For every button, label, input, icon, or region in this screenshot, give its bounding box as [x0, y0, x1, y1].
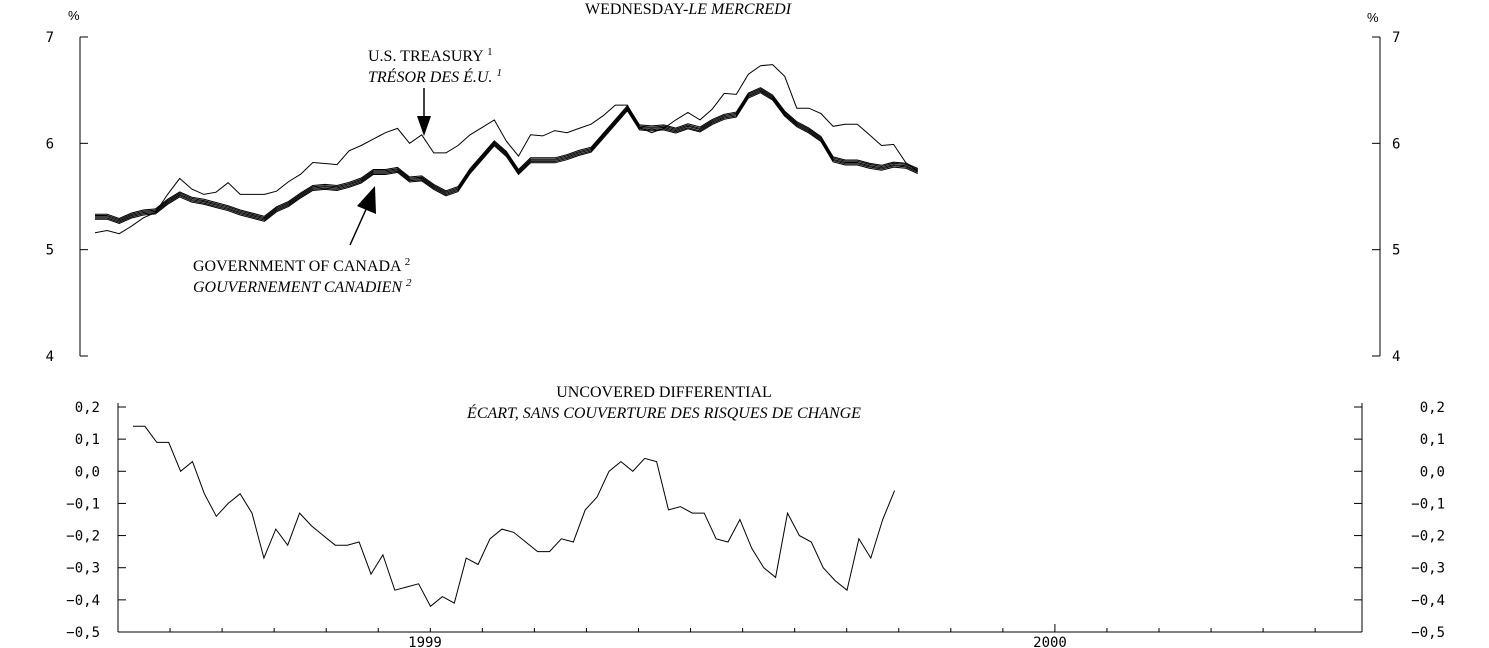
top-y-ticks: 7 7 6 6 5 5 4 4 — [46, 30, 1401, 365]
canada-label: GOVERNMENT OF CANADA 2 — [193, 256, 410, 275]
x-tick-2000: 2000 — [1033, 635, 1067, 648]
bottom-right-tick-label: 0,0 — [1420, 464, 1445, 480]
top-right-tick-label: 5 — [1392, 243, 1400, 259]
differential-panel: UNCOVERED DIFFERENTIAL ÉCART, SANS COUVE… — [66, 384, 1445, 648]
canada-series-line — [95, 93, 918, 224]
differential-series-line — [133, 426, 895, 606]
yields-panel: WEDNESDAY-LE MERCREDI % % 7 7 6 6 5 5 4 4 U.S. … — [46, 1, 1401, 365]
x-tick-1999: 1999 — [408, 635, 442, 648]
top-left-tick-label: 6 — [46, 136, 54, 152]
bottom-left-tick-label: −0,2 — [66, 529, 100, 545]
canada-label-fr: GOUVERNEMENT CANADIEN 2 — [193, 277, 412, 296]
bottom-left-tick-label: 0,1 — [75, 432, 100, 448]
bottom-chart-title: UNCOVERED DIFFERENTIAL — [556, 384, 772, 401]
us-treasury-arrow — [417, 88, 431, 136]
bottom-left-tick-label: −0,5 — [66, 625, 100, 641]
top-left-tick-label: 7 — [46, 30, 54, 46]
canada-arrow — [350, 186, 376, 245]
bottom-right-tick-label: −0,2 — [1411, 529, 1445, 545]
top-right-tick-label: 7 — [1392, 30, 1400, 46]
bottom-left-tick-label: −0,1 — [66, 496, 100, 512]
bottom-x-ticks — [118, 624, 1315, 632]
bottom-right-tick-label: −0,1 — [1411, 496, 1445, 512]
top-right-tick-label: 4 — [1392, 349, 1400, 365]
top-right-tick-label: 6 — [1392, 136, 1400, 152]
canada-series — [95, 88, 918, 224]
us-treasury-label-fr: TRÉSOR DES É.U. 1 — [368, 67, 502, 86]
bottom-right-tick-label: −0,5 — [1411, 625, 1445, 641]
bottom-right-tick-label: 0,2 — [1420, 400, 1445, 416]
bottom-right-tick-label: 0,1 — [1420, 432, 1445, 448]
left-percent-label: % — [68, 8, 80, 23]
us-treasury-label: U.S. TREASURY 1 — [368, 46, 493, 65]
bottom-left-tick-label: 0,2 — [75, 400, 100, 416]
bottom-left-tick-label: −0,4 — [66, 593, 100, 609]
bottom-chart-subtitle: ÉCART, SANS COUVERTURE DES RISQUES DE CH… — [466, 403, 861, 422]
bottom-right-tick-label: −0,3 — [1411, 561, 1445, 577]
bottom-left-tick-label: −0,3 — [66, 561, 100, 577]
right-percent-label: % — [1367, 10, 1379, 25]
bottom-y-ticks: 0,2 0,2 0,1 0,1 0,0 0,0 −0,1 −0,1 −0,2 −0,2 −0,3 −0… — [66, 400, 1445, 641]
top-left-tick-label: 5 — [46, 243, 54, 259]
bottom-right-tick-label: −0,4 — [1411, 593, 1445, 609]
bottom-left-tick-label: 0,0 — [75, 464, 100, 480]
top-chart-title: WEDNESDAY-LE MERCREDI — [585, 1, 792, 18]
top-left-tick-label: 4 — [46, 349, 54, 365]
